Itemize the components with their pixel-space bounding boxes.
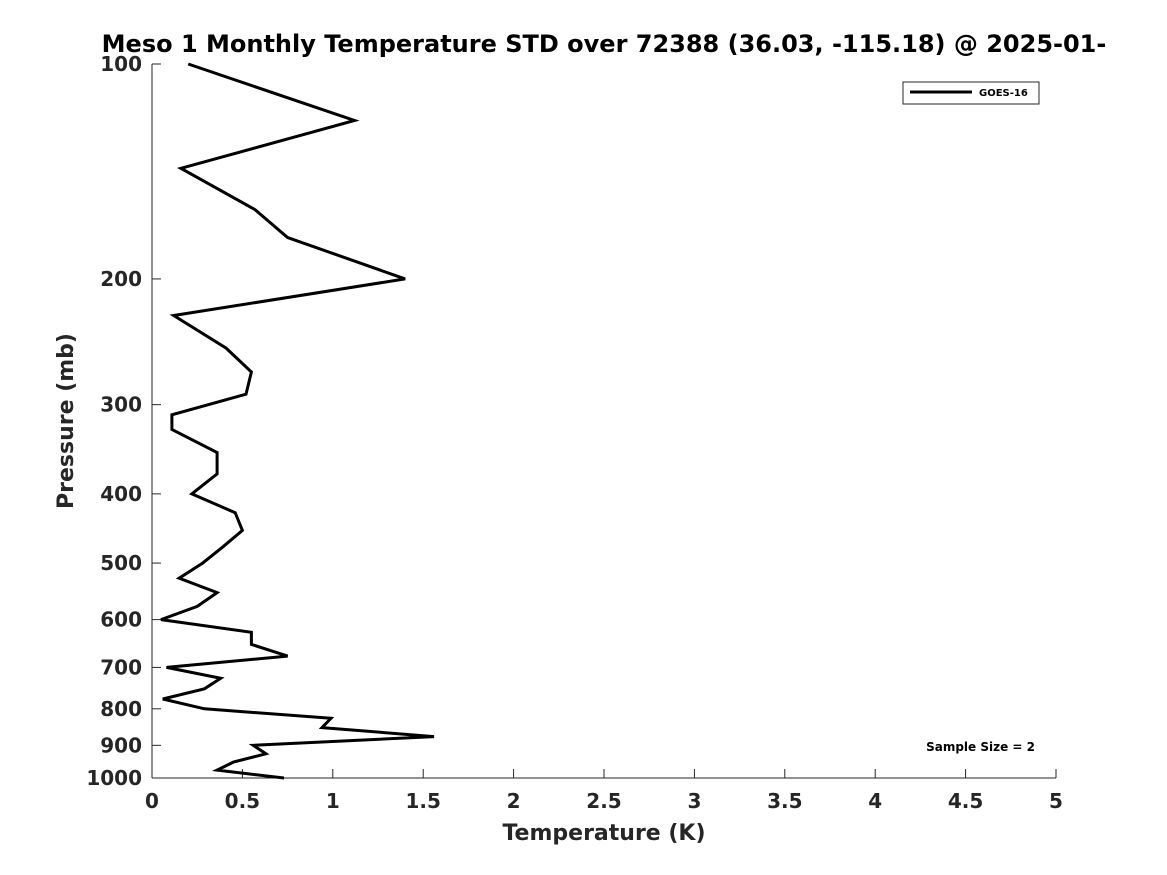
x-tick-label: 3 xyxy=(687,789,701,813)
y-tick-label: 900 xyxy=(100,733,142,757)
y-tick-label: 600 xyxy=(100,608,142,632)
y-tick-label: 1000 xyxy=(86,766,142,790)
plot-area xyxy=(152,64,1056,778)
x-tick-label: 2.5 xyxy=(586,789,621,813)
x-tick-label: 1 xyxy=(326,789,340,813)
y-tick-label: 700 xyxy=(100,655,142,679)
y-tick-label: 800 xyxy=(100,697,142,721)
x-ticks: 0 0.5 1 1.5 2 2.5 3 3.5 4 4.5 5 xyxy=(145,769,1063,813)
legend-label-goes-16: GOES-16 xyxy=(979,88,1028,99)
y-tick-label: 200 xyxy=(100,267,142,291)
y-tick-label: 400 xyxy=(100,482,142,506)
y-ticks: 100 200 300 400 500 600 700 800 900 1000 xyxy=(86,52,161,790)
x-tick-label: 2 xyxy=(507,789,521,813)
x-tick-label: 5 xyxy=(1049,789,1063,813)
x-tick-label: 0.5 xyxy=(225,789,260,813)
x-axis-label: Temperature (K) xyxy=(502,821,705,846)
chart-title: Meso 1 Monthly Temperature STD over 7238… xyxy=(102,30,1107,58)
series-layer xyxy=(160,62,435,780)
y-axis-label: Pressure (mb) xyxy=(54,333,79,509)
series-line-goes-16 xyxy=(160,62,435,780)
x-tick-label: 4 xyxy=(868,789,882,813)
sample-size-annotation: Sample Size = 2 xyxy=(926,740,1035,754)
x-tick-label: 0 xyxy=(145,789,159,813)
y-tick-label: 100 xyxy=(100,52,142,76)
x-tick-label: 1.5 xyxy=(405,789,440,813)
x-tick-label: 3.5 xyxy=(767,789,802,813)
y-tick-label: 500 xyxy=(100,551,142,575)
x-tick-label: 4.5 xyxy=(948,789,983,813)
y-tick-label: 300 xyxy=(100,393,142,417)
legend: GOES-16 xyxy=(902,81,1040,105)
